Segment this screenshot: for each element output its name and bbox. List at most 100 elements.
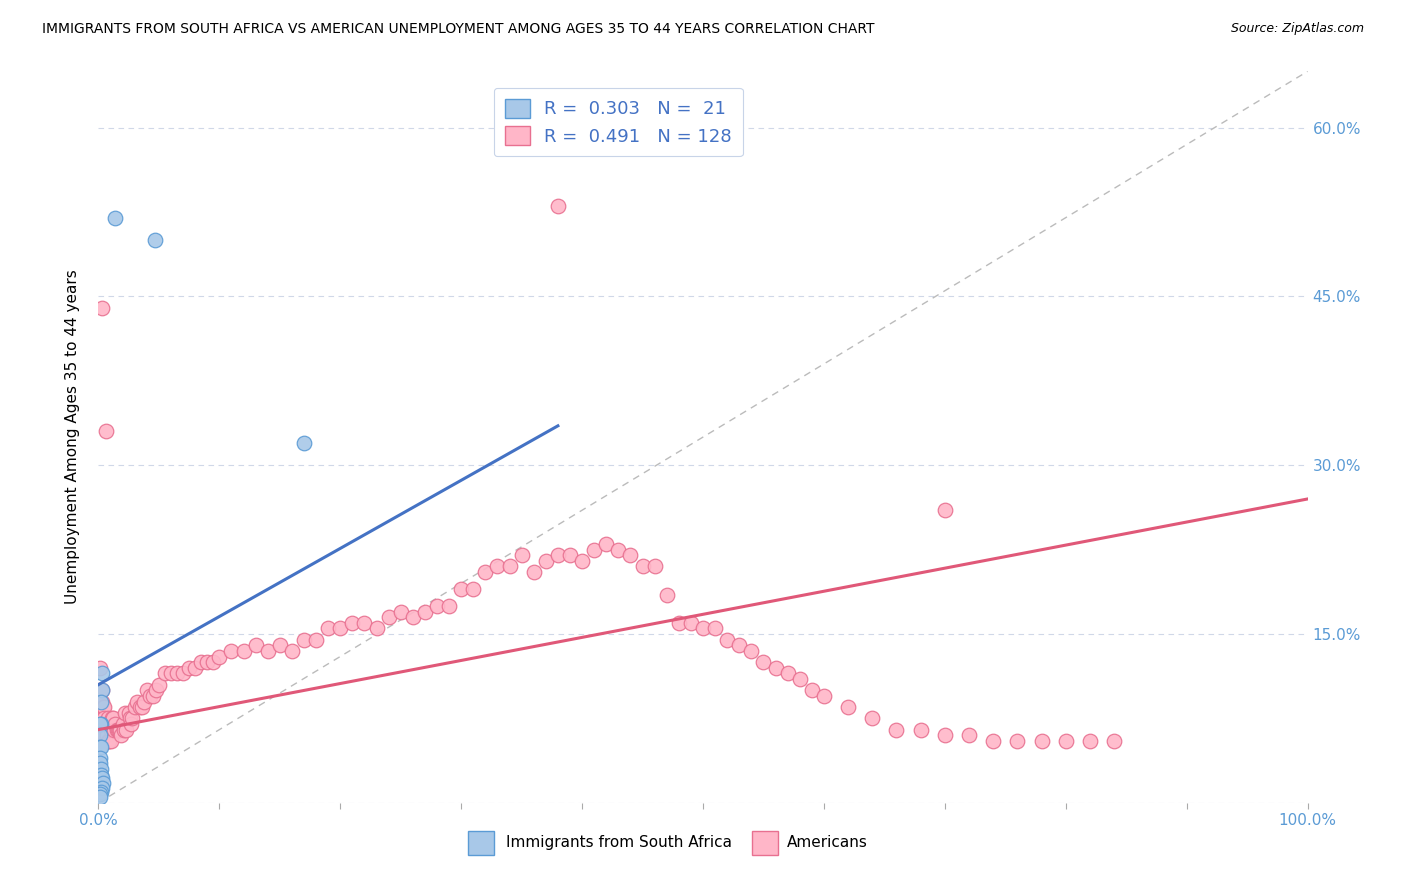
Point xyxy=(202,655,225,669)
Point xyxy=(89,751,111,765)
Point xyxy=(94,425,117,439)
Point xyxy=(148,678,170,692)
Point xyxy=(510,548,533,562)
Point xyxy=(94,717,117,731)
Point xyxy=(232,644,254,658)
Point xyxy=(450,582,472,596)
Point xyxy=(91,700,114,714)
Point xyxy=(89,787,111,801)
Point xyxy=(104,717,127,731)
Point xyxy=(111,717,134,731)
Point xyxy=(595,537,617,551)
Point xyxy=(89,683,111,698)
Point xyxy=(108,723,131,737)
Point xyxy=(426,599,449,613)
Point xyxy=(100,734,122,748)
Point xyxy=(139,689,162,703)
Point xyxy=(114,706,136,720)
Point xyxy=(413,605,436,619)
Point xyxy=(1054,734,1077,748)
Point xyxy=(90,723,112,737)
Point xyxy=(103,723,125,737)
Point xyxy=(105,723,128,737)
Point xyxy=(190,655,212,669)
Point xyxy=(329,621,352,635)
Text: Immigrants from South Africa: Immigrants from South Africa xyxy=(506,836,733,850)
Point xyxy=(89,728,111,742)
Point xyxy=(91,694,114,708)
Point xyxy=(94,734,117,748)
Point xyxy=(910,723,932,737)
Point xyxy=(90,711,112,725)
Point xyxy=(145,683,167,698)
Point xyxy=(583,542,606,557)
Point xyxy=(558,548,581,562)
Point xyxy=(195,655,218,669)
Point xyxy=(91,771,114,785)
Point xyxy=(89,661,111,675)
Point xyxy=(619,548,641,562)
Point xyxy=(100,711,122,725)
Point xyxy=(91,711,114,725)
Point xyxy=(292,435,315,450)
Point xyxy=(120,717,142,731)
Legend: R =  0.303   N =  21, R =  0.491   N = 128: R = 0.303 N = 21, R = 0.491 N = 128 xyxy=(494,87,742,156)
Point xyxy=(91,723,114,737)
Point xyxy=(98,734,121,748)
Point xyxy=(644,559,666,574)
Point xyxy=(135,683,157,698)
Point xyxy=(1031,734,1053,748)
Point xyxy=(90,767,112,781)
Point xyxy=(813,689,835,703)
Point xyxy=(886,723,908,737)
Point xyxy=(292,632,315,647)
Point xyxy=(776,666,799,681)
Point xyxy=(98,717,121,731)
Point xyxy=(143,233,166,247)
Point xyxy=(402,610,425,624)
Point xyxy=(93,711,115,725)
Text: Americans: Americans xyxy=(787,836,869,850)
Point xyxy=(957,728,980,742)
Point xyxy=(934,728,956,742)
Point xyxy=(474,565,496,579)
Point xyxy=(127,694,149,708)
Point xyxy=(571,554,593,568)
Point xyxy=(121,711,143,725)
Point xyxy=(115,723,138,737)
Point xyxy=(752,655,775,669)
Point xyxy=(437,599,460,613)
Point xyxy=(96,717,118,731)
Point xyxy=(142,689,165,703)
Point xyxy=(91,728,114,742)
Point xyxy=(90,762,112,776)
Point xyxy=(389,605,412,619)
Point xyxy=(172,666,194,681)
Point xyxy=(91,666,114,681)
Point xyxy=(153,666,176,681)
Point xyxy=(1102,734,1125,748)
Point xyxy=(91,781,114,796)
Point xyxy=(716,632,738,647)
Point xyxy=(91,683,114,698)
Point xyxy=(1007,734,1029,748)
Point xyxy=(547,548,569,562)
Point xyxy=(90,717,112,731)
Point xyxy=(245,638,267,652)
Point xyxy=(108,723,131,737)
Point xyxy=(704,621,727,635)
Point xyxy=(104,211,127,225)
Point xyxy=(128,700,150,714)
Point xyxy=(91,301,114,315)
Point xyxy=(208,649,231,664)
Point xyxy=(166,666,188,681)
Point xyxy=(131,700,153,714)
Text: IMMIGRANTS FROM SOUTH AFRICA VS AMERICAN UNEMPLOYMENT AMONG AGES 35 TO 44 YEARS : IMMIGRANTS FROM SOUTH AFRICA VS AMERICAN… xyxy=(42,22,875,37)
Point xyxy=(90,739,112,754)
Point xyxy=(90,734,112,748)
Point xyxy=(221,644,243,658)
Point xyxy=(118,706,141,720)
Point xyxy=(90,784,112,798)
Point xyxy=(90,700,112,714)
Point xyxy=(93,700,115,714)
